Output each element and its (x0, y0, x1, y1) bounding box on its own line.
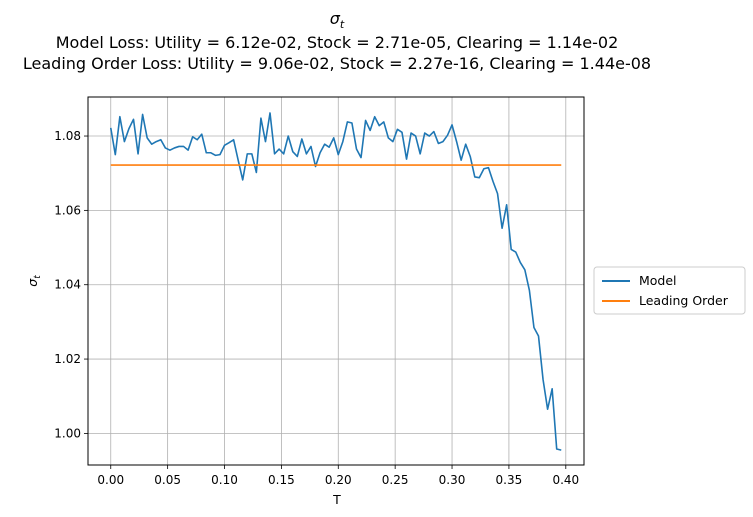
x-tick-label: 0.40 (552, 473, 579, 487)
x-axis-ticks: 0.00 0.05 0.10 0.15 0.20 0.25 0.30 0.35 0.40 (97, 465, 579, 487)
legend-label-leading-order: Leading Order (639, 293, 729, 308)
x-axis-label: T (332, 492, 341, 507)
y-tick-label: 1.04 (54, 278, 81, 292)
x-tick-label: 0.35 (496, 473, 523, 487)
y-tick-label: 1.08 (54, 129, 81, 143)
x-tick-label: 0.30 (439, 473, 466, 487)
y-tick-label: 1.00 (54, 426, 81, 440)
x-tick-label: 0.20 (325, 473, 352, 487)
y-axis-label: σt (25, 275, 43, 287)
chart-title-line-2: Leading Order Loss: Utility = 9.06e-02, … (23, 54, 651, 73)
legend: Model Leading Order (593, 266, 746, 315)
y-tick-label: 1.06 (54, 203, 81, 217)
legend-box (593, 266, 746, 315)
series-line-model (109, 112, 562, 451)
chart-title: σt (330, 9, 345, 31)
legend-label-model: Model (639, 273, 677, 288)
y-axis-ticks: 1.00 1.02 1.04 1.06 1.08 (54, 129, 88, 440)
plot-frame (87, 96, 585, 466)
x-tick-label: 0.10 (211, 473, 238, 487)
y-tick-label: 1.02 (54, 352, 81, 366)
x-tick-label: 0.05 (154, 473, 181, 487)
x-tick-label: 0.00 (97, 473, 124, 487)
grid (88, 97, 584, 465)
x-tick-label: 0.15 (268, 473, 295, 487)
chart-title-line-1: Model Loss: Utility = 6.12e-02, Stock = … (56, 33, 619, 52)
x-tick-label: 0.25 (382, 473, 409, 487)
series-layer (109, 112, 562, 451)
